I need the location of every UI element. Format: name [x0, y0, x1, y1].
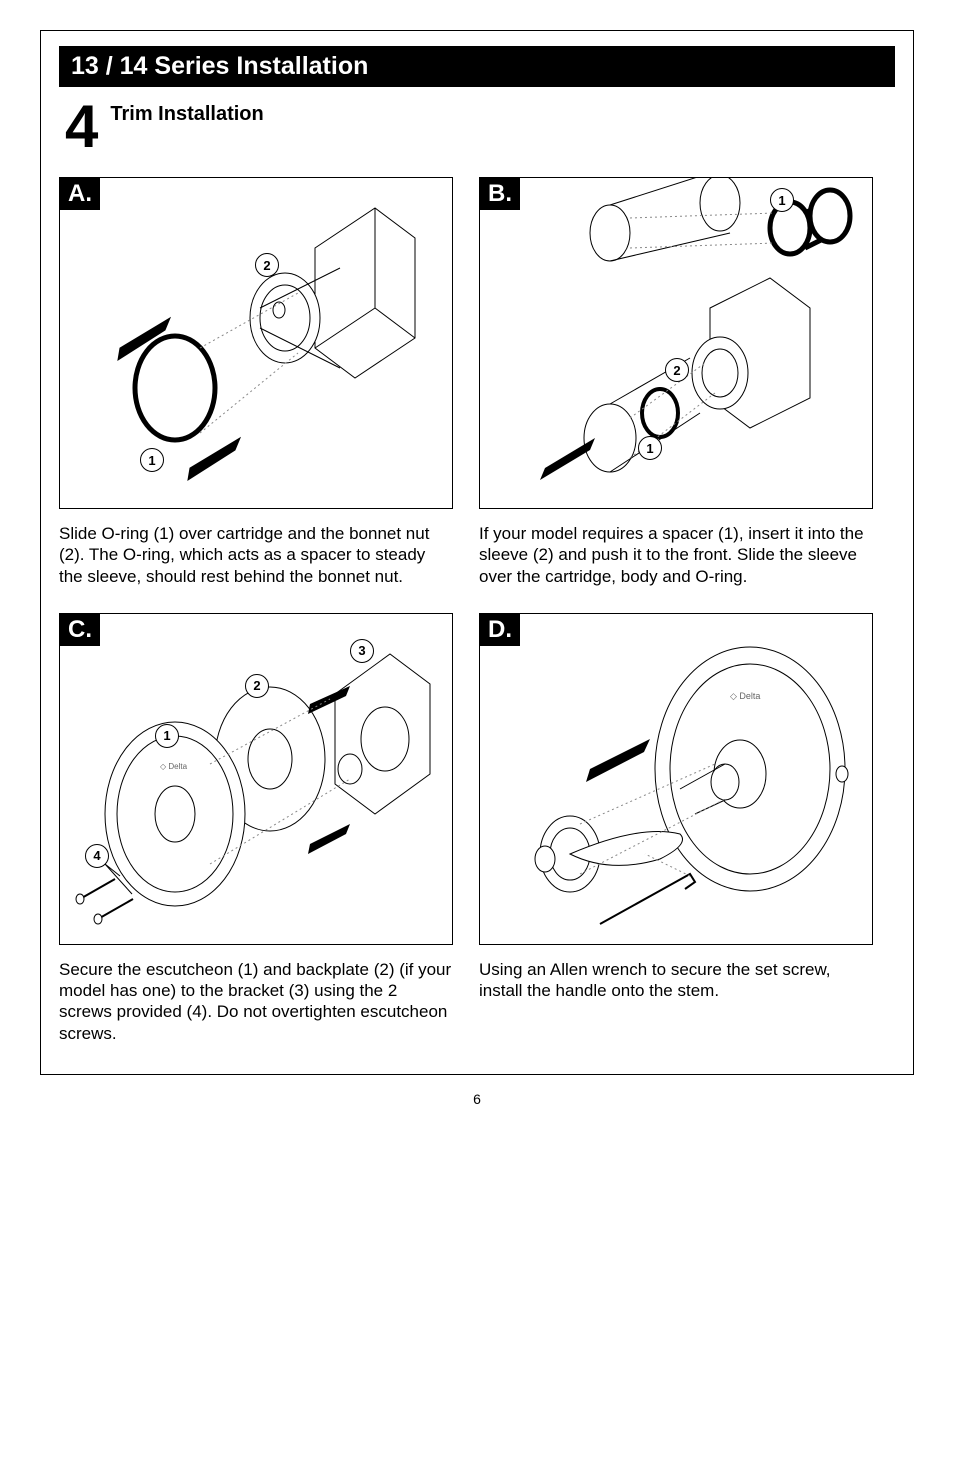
diagram-d: D. ◇ Delta — [479, 613, 873, 945]
caption-d: Using an Allen wrench to secure the set … — [479, 959, 873, 1002]
panel-b: B. — [479, 177, 873, 587]
diagram-b: B. — [479, 177, 873, 509]
panel-d: D. ◇ Delta — [479, 613, 873, 1044]
diagram-a: A. — [59, 177, 453, 509]
callout-b-1b: 1 — [638, 436, 662, 460]
caption-b: If your model requires a spacer (1), ins… — [479, 523, 873, 587]
panels-grid: A. — [59, 177, 895, 1044]
step-label: Trim Installation — [110, 103, 263, 126]
panel-c: C. ◇ Delta — [59, 613, 453, 1044]
callout-b-1a: 1 — [770, 188, 794, 212]
panel-letter-b: B. — [480, 178, 520, 210]
callout-a-1: 1 — [140, 448, 164, 472]
diagram-d-svg: ◇ Delta — [480, 614, 873, 944]
callout-b-2: 2 — [665, 358, 689, 382]
diagram-b-svg — [480, 178, 873, 508]
panel-letter-d: D. — [480, 614, 520, 646]
caption-c: Secure the escutcheon (1) and backplate … — [59, 959, 453, 1044]
panel-a: A. — [59, 177, 453, 587]
diagram-c: C. ◇ Delta — [59, 613, 453, 945]
svg-text:◇ Delta: ◇ Delta — [160, 762, 188, 771]
callout-c-3: 3 — [350, 639, 374, 663]
step-header: 4 Trim Installation — [59, 97, 895, 157]
callout-c-1: 1 — [155, 724, 179, 748]
callout-c-4: 4 — [85, 844, 109, 868]
caption-a: Slide O-ring (1) over cartridge and the … — [59, 523, 453, 587]
section-title-bar: 13 / 14 Series Installation — [59, 46, 895, 87]
page-number: 6 — [40, 1091, 914, 1107]
callout-c-2: 2 — [245, 674, 269, 698]
panel-letter-c: C. — [60, 614, 100, 646]
step-number: 4 — [65, 97, 98, 157]
section-title: 13 / 14 Series Installation — [71, 52, 368, 80]
diagram-c-svg: ◇ Delta — [60, 614, 453, 944]
svg-text:◇ Delta: ◇ Delta — [730, 691, 760, 701]
panel-letter-a: A. — [60, 178, 100, 210]
page-frame: 13 / 14 Series Installation 4 Trim Insta… — [40, 30, 914, 1075]
callout-a-2: 2 — [255, 253, 279, 277]
diagram-a-svg — [60, 178, 453, 508]
